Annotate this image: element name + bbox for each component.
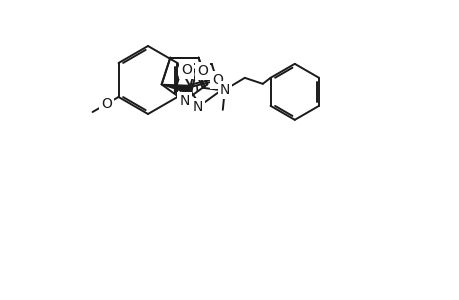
Text: O: O — [197, 64, 207, 78]
Polygon shape — [161, 84, 190, 93]
Text: N: N — [219, 83, 230, 97]
Text: O: O — [212, 73, 223, 87]
Text: N: N — [192, 100, 202, 114]
Text: N: N — [179, 94, 189, 108]
Text: O: O — [101, 97, 112, 111]
Text: N: N — [179, 94, 189, 108]
Text: N: N — [192, 100, 202, 114]
Text: O: O — [181, 63, 192, 77]
